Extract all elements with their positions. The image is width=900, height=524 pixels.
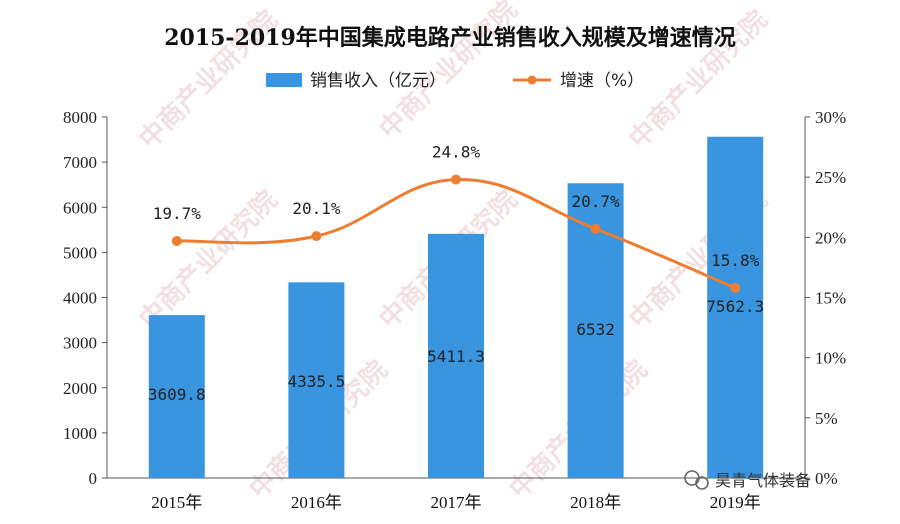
line-series <box>171 174 741 293</box>
y-right-tick-label: 20% <box>815 228 846 247</box>
y-right-tick-label: 25% <box>815 168 846 187</box>
x-category-label: 2019年 <box>710 493 761 512</box>
growth-point <box>590 223 601 234</box>
bar-data-label: 5411.3 <box>427 347 485 366</box>
chart-title: 2015-2019年中国集成电路产业销售收入规模及增速情况 <box>164 25 736 51</box>
bar-data-label: 7562.3 <box>706 297 764 316</box>
x-category-label: 2017年 <box>431 493 482 512</box>
bar-data-label: 4335.5 <box>288 372 346 391</box>
growth-point <box>451 174 461 185</box>
y-left-tick-label: 8000 <box>63 108 97 127</box>
y-left-tick-label: 5000 <box>63 243 97 262</box>
y-left-tick-label: 1000 <box>63 424 97 443</box>
bar <box>288 282 345 478</box>
x-category-label: 2016年 <box>291 493 342 512</box>
legend: 销售收入（亿元） 增速（%） <box>266 71 644 91</box>
line-data-label: 20.1% <box>292 199 341 218</box>
y-right-tick-label: 5% <box>815 409 838 428</box>
bar-series <box>148 136 764 478</box>
x-category-label: 2018年 <box>570 493 621 512</box>
wechat-icon <box>684 470 709 490</box>
y-axis-right-ticks: 0% 5% 10% 15% 20% 25% 30% <box>805 108 846 488</box>
y-right-tick-label: 30% <box>815 108 846 127</box>
y-left-tick-label: 6000 <box>63 198 97 217</box>
growth-point <box>171 235 182 246</box>
legend-label-line: 增速（%） <box>560 71 644 91</box>
legend-label-bar: 销售收入（亿元） <box>310 71 446 91</box>
bar-data-label: 6532 <box>576 320 615 339</box>
y-right-tick-label: 15% <box>815 289 846 308</box>
y-right-tick-label: 0% <box>815 469 838 488</box>
bar-data-labels: 3609.8 4335.5 5411.3 6532 7562.3 <box>148 297 764 404</box>
legend-swatch-bar <box>266 73 302 87</box>
growth-point <box>730 282 741 293</box>
growth-point <box>311 231 322 242</box>
y-left-tick-label: 3000 <box>63 334 97 353</box>
branding: 昊青气体装备 <box>684 470 811 490</box>
x-axis-categories: 2015年 2016年 2017年 2018年 2019年 <box>151 493 760 512</box>
bar-data-label: 3609.8 <box>148 385 206 404</box>
bar <box>428 233 484 478</box>
bar <box>707 136 764 478</box>
y-left-tick-label: 0 <box>89 469 98 488</box>
y-axis-left-ticks: 0 1000 2000 3000 4000 5000 6000 7000 8000 <box>63 108 107 488</box>
line-data-label: 15.8% <box>711 251 760 270</box>
branding-text: 昊青气体装备 <box>715 471 811 490</box>
legend-swatch-marker <box>527 75 537 85</box>
line-data-label: 20.7% <box>572 192 621 211</box>
line-data-label: 24.8% <box>432 143 481 162</box>
y-left-tick-label: 7000 <box>63 153 97 172</box>
line-data-labels: 19.7% 20.1% 24.8% 20.7% 15.8% <box>153 143 760 270</box>
y-left-tick-label: 2000 <box>63 379 97 398</box>
line-data-label: 19.7% <box>153 204 202 223</box>
y-left-tick-label: 4000 <box>63 289 97 308</box>
y-right-tick-label: 10% <box>815 349 846 368</box>
x-category-label: 2015年 <box>151 493 202 512</box>
bar <box>148 315 205 478</box>
